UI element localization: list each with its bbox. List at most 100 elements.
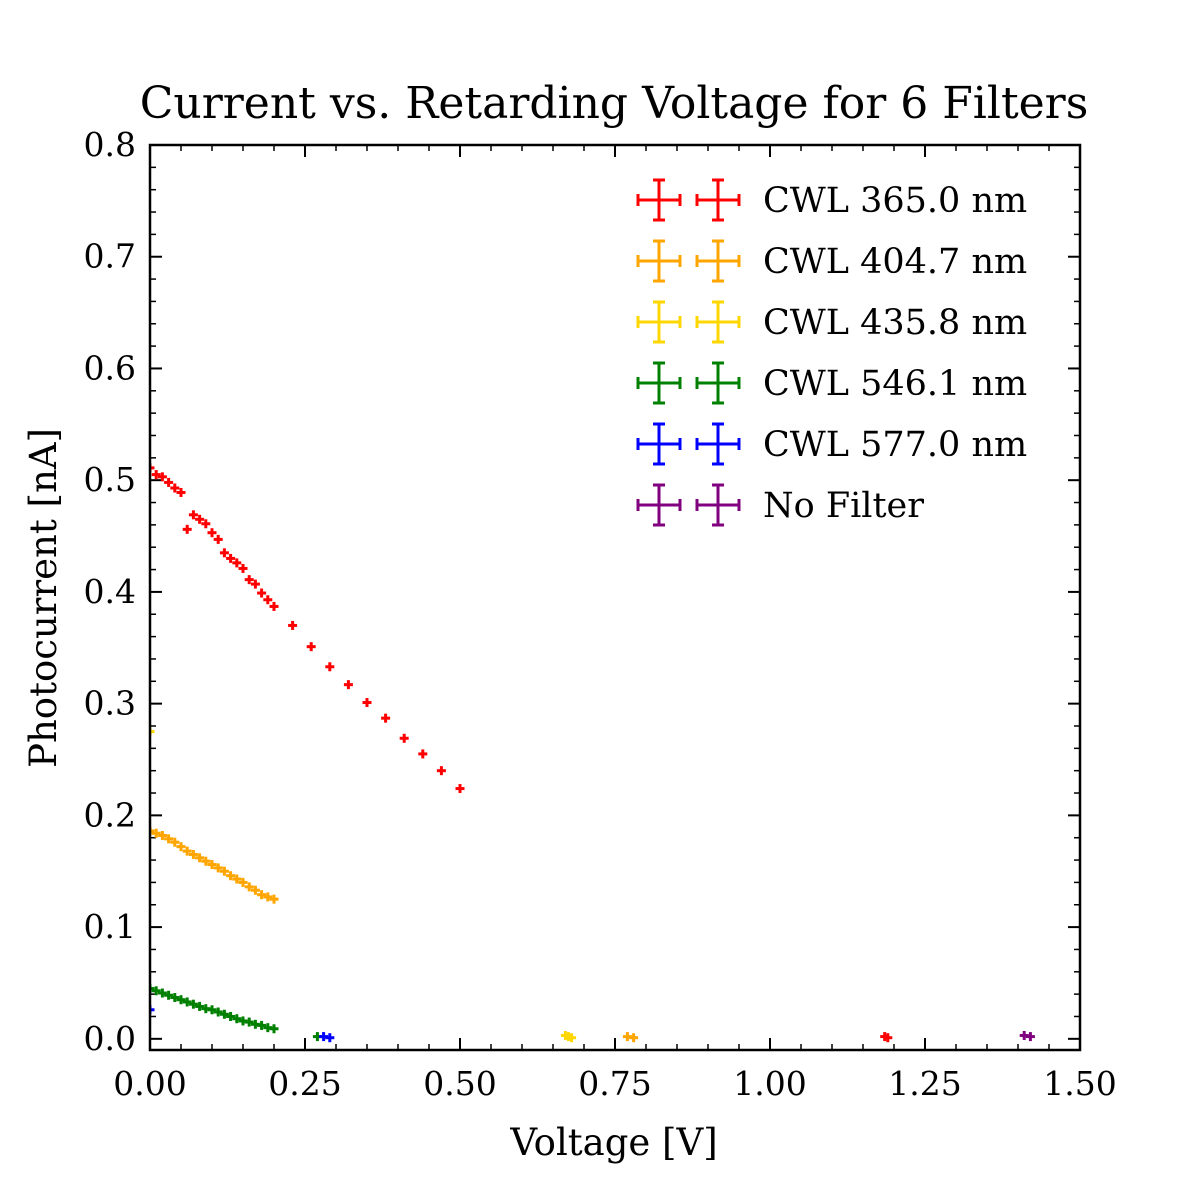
data-point [436, 766, 446, 776]
data-point [883, 1033, 893, 1043]
data-point [151, 986, 161, 996]
series-4 [150, 1005, 335, 1043]
x-tick-label: 0.25 [268, 1064, 341, 1103]
data-point [232, 874, 242, 884]
data-point [213, 863, 223, 873]
series-5 [1019, 1030, 1035, 1042]
data-point [176, 995, 186, 1005]
legend-item: CWL 404.7 nm [636, 239, 1027, 283]
legend-marker [636, 422, 682, 466]
data-point [195, 853, 205, 863]
legend-marker [636, 300, 682, 344]
legend-item: No Filter [636, 483, 924, 527]
y-tick-label: 0.4 [84, 572, 136, 611]
data-point [188, 999, 198, 1009]
legend-marker [695, 178, 741, 222]
series-1 [150, 826, 639, 1043]
legend-item: CWL 577.0 nm [636, 422, 1027, 466]
data-point [150, 984, 155, 994]
data-point [195, 1001, 205, 1011]
data-point [269, 1024, 279, 1034]
x-tick-label: 1.00 [733, 1064, 806, 1103]
data-point [325, 1033, 335, 1043]
data-point [157, 988, 167, 998]
data-point [269, 894, 279, 904]
data-point [1025, 1032, 1035, 1042]
legend: CWL 365.0 nm CWL 404.7 nm CWL 435.8 nm CWL … [636, 178, 1027, 527]
data-point [201, 856, 211, 866]
legend-label: CWL 577.0 nm [763, 425, 1027, 465]
legend-label: No Filter [763, 486, 924, 526]
data-point [150, 826, 155, 836]
x-tick-label: 1.50 [1043, 1064, 1116, 1103]
x-tick-label: 1.25 [888, 1064, 961, 1103]
data-point [150, 727, 155, 737]
data-point [418, 749, 428, 759]
data-point [170, 837, 180, 847]
data-point [306, 642, 316, 652]
y-tick-label: 0.6 [84, 348, 136, 387]
series-0 [150, 463, 893, 1043]
data-point [151, 828, 161, 838]
data-point [381, 713, 391, 723]
data-point [325, 662, 335, 672]
data-point [263, 595, 273, 605]
data-point [244, 1017, 254, 1027]
data-point [151, 470, 161, 480]
data-point [250, 885, 260, 895]
data-point [219, 548, 229, 558]
data-point [182, 997, 192, 1007]
data-points [150, 463, 1035, 1043]
legend-marker [695, 422, 741, 466]
data-point [150, 1005, 155, 1015]
data-point [207, 528, 217, 538]
data-point [257, 588, 267, 598]
legend-marker [636, 239, 682, 283]
x-tick-label: 0.00 [113, 1064, 186, 1103]
data-point [238, 877, 248, 887]
data-point [188, 849, 198, 859]
data-point [455, 784, 465, 794]
data-point [362, 698, 372, 708]
legend-item: CWL 546.1 nm [636, 361, 1027, 405]
data-point [250, 579, 260, 589]
data-point [170, 483, 180, 493]
y-tick-label: 0.3 [84, 684, 136, 723]
plot-area-frame [148, 143, 1082, 1052]
data-point [182, 846, 192, 856]
data-point [176, 487, 186, 497]
data-point [213, 534, 223, 544]
data-point [288, 620, 298, 630]
data-point [213, 1007, 223, 1017]
series-3 [150, 984, 322, 1042]
legend-label: CWL 546.1 nm [763, 364, 1027, 404]
data-point [226, 553, 236, 563]
data-point [157, 472, 167, 482]
series-2 [150, 727, 577, 1043]
data-point [244, 882, 254, 892]
data-point [399, 733, 409, 743]
data-point [164, 990, 174, 1000]
data-point [263, 892, 273, 902]
data-point [150, 463, 155, 473]
data-point [567, 1033, 577, 1043]
data-point [201, 519, 211, 529]
legend-label: CWL 365.0 nm [763, 181, 1027, 221]
data-point [232, 558, 242, 568]
legend-item: CWL 365.0 nm [636, 178, 1027, 222]
legend-marker [695, 361, 741, 405]
data-point [226, 1011, 236, 1021]
data-point [195, 514, 205, 524]
data-point [164, 477, 174, 487]
legend-marker [636, 178, 682, 222]
data-point [176, 842, 186, 852]
data-point [188, 510, 198, 520]
data-point [257, 890, 267, 900]
data-point [164, 834, 174, 844]
data-point [170, 992, 180, 1002]
data-point [226, 871, 236, 881]
y-tick-label: 0.7 [84, 237, 136, 276]
x-tick-label: 0.50 [423, 1064, 496, 1103]
